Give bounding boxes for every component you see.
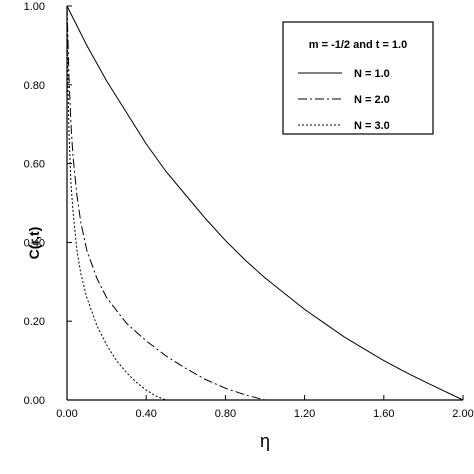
y-axis-label: C(r,t): [26, 227, 42, 260]
legend-entries: N = 1.0 N = 2.0 N = 3.0: [298, 68, 390, 132]
legend-label: N = 1.0: [354, 68, 390, 80]
y-tick-label: 0.20: [24, 316, 45, 328]
y-tick-label: 0.00: [24, 395, 45, 407]
x-tick-label: 0.00: [56, 408, 77, 420]
y-tick-label: 1.00: [24, 1, 45, 13]
legend-box: [282, 21, 434, 135]
series-line-3: [66, 5, 167, 401]
series-line-1: [66, 5, 464, 401]
y-tick-label: 0.80: [24, 80, 45, 92]
x-axis-label: η: [260, 431, 270, 451]
x-tick-label: 0.40: [135, 408, 156, 420]
legend-label: N = 3.0: [354, 120, 390, 132]
series-lines: [66, 5, 464, 401]
y-tick-label: 0.40: [24, 237, 45, 249]
legend-label: N = 2.0: [354, 94, 390, 106]
x-tick-label: 0.80: [215, 408, 236, 420]
legend: m = -1/2 and t = 1.0 N = 1.0 N = 2.0 N = 3…: [282, 21, 434, 135]
ticks: 0.00 0.40 0.80 1.20 1.60 2.00 0.00 0.20 0.40 0.60…: [24, 1, 474, 420]
y-tick-label: 0.60: [24, 159, 45, 171]
x-tick-label: 1.20: [294, 408, 315, 420]
legend-title: m = -1/2 and t = 1.0: [309, 39, 407, 51]
x-tick-label: 2.00: [452, 408, 473, 420]
x-tick-label: 1.60: [373, 408, 394, 420]
series-line-2: [66, 5, 266, 401]
